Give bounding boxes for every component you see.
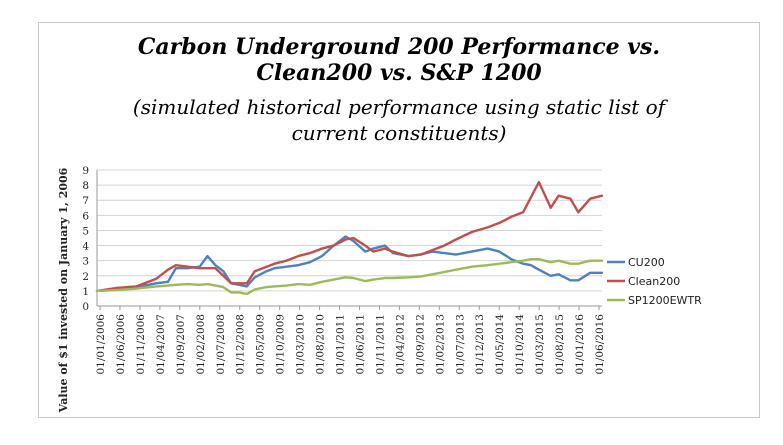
x-tick-label: 01/06/2006 xyxy=(115,314,127,375)
x-tick-label: 01/12/2013 xyxy=(474,314,486,375)
legend-label-cu200: CU200 xyxy=(628,256,665,269)
legend-label-sp1200ewtr: SP1200EWTR xyxy=(628,294,702,307)
legend: CU200 Clean200 SP1200EWTR xyxy=(607,256,702,307)
y-tick-label: 7 xyxy=(82,195,89,207)
x-tick-label: 01/07/2008 xyxy=(215,314,227,375)
x-tick-label: 01/11/2011 xyxy=(374,314,386,375)
x-tick-label: 01/05/2014 xyxy=(494,314,506,375)
x-tick-label: 01/05/2009 xyxy=(255,314,267,375)
x-tick-label: 01/06/2016 xyxy=(594,314,606,375)
y-axis-label: Value of $1 invested on January 1, 2006 xyxy=(57,167,70,413)
chart-subtitle-line2: current constituents) xyxy=(291,121,507,145)
y-tick-label: 9 xyxy=(82,165,89,177)
x-tick-label: 01/08/2010 xyxy=(315,314,327,375)
x-tick-label: 01/09/2012 xyxy=(414,314,426,375)
y-tick-label: 0 xyxy=(82,301,89,313)
x-tick-label: 01/03/2010 xyxy=(295,314,307,375)
chart-frame xyxy=(38,22,760,418)
x-tick-label: 01/01/2006 xyxy=(95,314,107,375)
series-line-cu200 xyxy=(95,235,604,293)
y-tick-label: 1 xyxy=(82,286,89,298)
x-tick-label: 01/09/2007 xyxy=(175,314,187,375)
y-tick-label: 8 xyxy=(82,180,89,192)
x-tick-label: 01/10/2014 xyxy=(514,314,526,375)
x-tick-label: 01/04/2007 xyxy=(155,314,167,375)
x-tick-label: 01/12/2008 xyxy=(235,314,247,375)
y-tick-label: 2 xyxy=(82,271,89,283)
x-tick-label: 01/10/2009 xyxy=(275,314,287,375)
x-axis-ticks: 01/01/2006 01/06/2006 01/11/2006 01/04/2007… xyxy=(95,306,606,375)
x-tick-label: 01/02/2013 xyxy=(434,314,446,375)
x-tick-label: 01/08/2015 xyxy=(554,314,566,375)
y-axis-ticks: 0 1 2 3 4 5 6 7 8 9 xyxy=(82,165,89,313)
y-tick-label: 3 xyxy=(82,256,89,268)
legend-label-clean200: Clean200 xyxy=(628,275,680,288)
x-tick-label: 01/04/2012 xyxy=(394,314,406,375)
series-lines xyxy=(95,180,604,296)
y-tick-label: 4 xyxy=(82,241,89,253)
y-tick-label: 5 xyxy=(82,225,89,237)
x-tick-label: 01/01/2011 xyxy=(335,314,347,375)
y-tick-label: 6 xyxy=(82,210,89,222)
x-tick-label: 01/01/2016 xyxy=(574,314,586,375)
x-tick-label: 01/06/2011 xyxy=(354,314,366,375)
x-tick-label: 01/11/2006 xyxy=(135,314,147,375)
x-tick-label: 01/07/2013 xyxy=(454,314,466,375)
chart-title-line2: Clean200 vs. S&P 1200 xyxy=(256,60,542,86)
chart-title: Carbon Underground 200 Performance vs. xyxy=(137,34,661,60)
x-tick-label: 01/03/2015 xyxy=(534,314,546,375)
series-line-sp1200ewtr xyxy=(95,258,604,296)
x-tick-label: 01/02/2008 xyxy=(195,314,207,375)
chart-subtitle: (simulated historical performance using … xyxy=(132,95,666,119)
series-line-clean200 xyxy=(95,180,604,293)
